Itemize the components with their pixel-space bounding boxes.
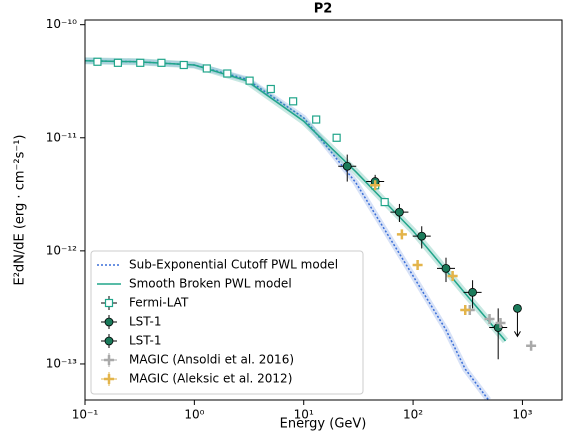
point [157, 58, 166, 67]
x-tick-label: 10³ [512, 408, 532, 422]
point [380, 197, 389, 207]
y-tick-label: 10⁻¹³ [46, 356, 77, 370]
point [289, 97, 298, 106]
point [484, 313, 495, 324]
legend-label: Smooth Broken PWL model [129, 277, 292, 291]
legend-label: Fermi-LAT [129, 296, 189, 310]
y-tick-label: 10⁻¹² [46, 243, 77, 257]
x-tick-label: 10⁰ [184, 408, 204, 422]
legend-swatch [104, 374, 114, 384]
point [202, 64, 211, 73]
point [441, 263, 451, 273]
legend-label: MAGIC (Aleksic et al. 2012) [129, 372, 292, 386]
y-axis-label: E²dN/dE (erg · cm⁻²s⁻¹) [13, 134, 28, 285]
x-axis-label: Energy (GeV) [280, 417, 367, 432]
point [266, 84, 275, 94]
plot-frame [84, 19, 563, 401]
point [468, 287, 477, 297]
legend-box [90, 250, 364, 395]
point [513, 303, 522, 313]
legend-label: MAGIC (Ansoldi et al. 2016) [129, 353, 294, 367]
point [332, 133, 341, 142]
point [526, 340, 537, 351]
point [495, 318, 506, 329]
legend-label: LST-1 [129, 334, 162, 348]
chart-title: P2 [314, 2, 333, 17]
x-tick-label: 10¹ [294, 408, 314, 422]
upper-limit-arrow [514, 308, 521, 338]
point [93, 57, 102, 66]
legend-swatch [104, 317, 114, 327]
legend-swatch [104, 355, 114, 365]
legend-label: LST-1 [129, 315, 162, 329]
model-line [85, 59, 507, 342]
point [312, 115, 321, 124]
legend-label: Sub-Exponential Cutoff PWL model [129, 258, 338, 272]
point [447, 270, 458, 281]
plot-area [85, 57, 537, 400]
point [245, 76, 254, 85]
legend-swatch [104, 336, 114, 346]
y-tick-label: 10⁻¹⁰ [46, 17, 77, 31]
point [395, 207, 404, 217]
point [370, 180, 381, 191]
point [179, 60, 188, 70]
point [412, 259, 423, 270]
point [136, 58, 145, 67]
x-tick-label: 10⁻¹ [72, 408, 99, 422]
legend-swatch [104, 298, 114, 308]
point [396, 229, 407, 240]
x-tick-label: 10² [403, 408, 423, 422]
point [223, 69, 232, 78]
point [417, 231, 427, 241]
point [460, 304, 471, 315]
point [342, 161, 352, 171]
y-tick-label: 10⁻¹¹ [46, 130, 77, 144]
point [113, 58, 123, 67]
